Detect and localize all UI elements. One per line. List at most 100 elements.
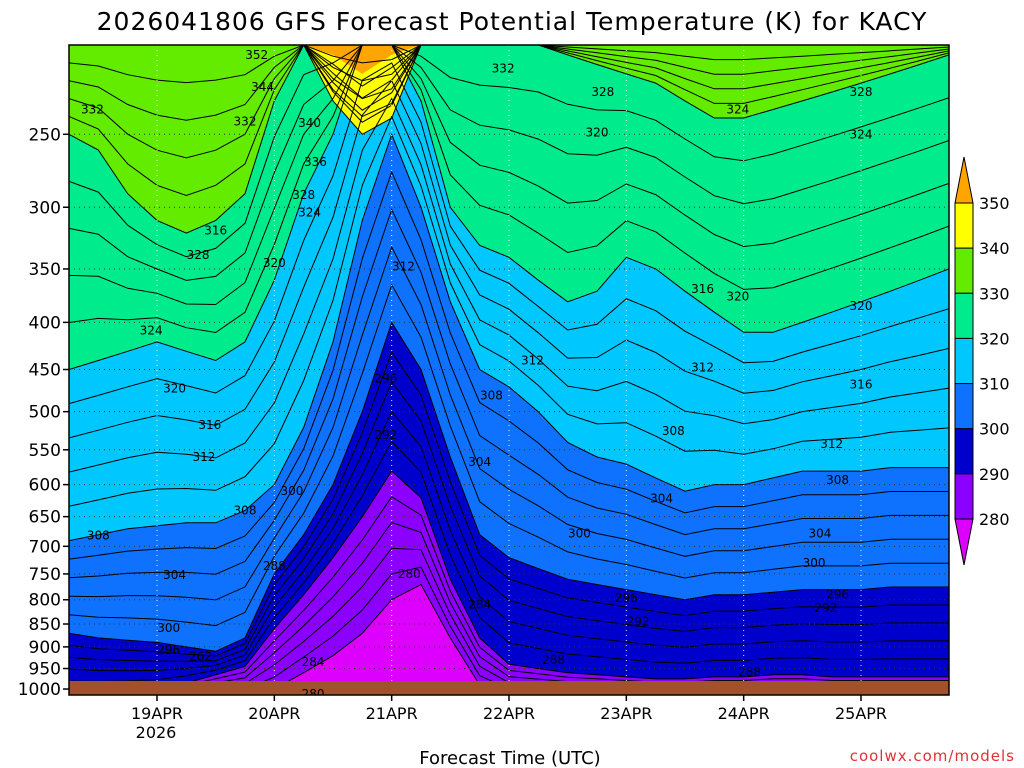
contour-label: 262 [189,650,212,664]
y-tick-label: 650 [29,508,61,528]
contour-label: 292 [627,615,650,629]
colorbar-segment [954,337,974,385]
y-tick-label: 250 [29,125,61,145]
x-year-label: 2026 [136,723,177,742]
contour-label: 312 [691,361,714,375]
y-tick-label: 550 [29,441,61,461]
colorbar-arrow-bottom [954,518,974,566]
contour-label: 312 [392,260,415,274]
contour-label: 344 [251,80,274,94]
contour-label: 304 [808,527,831,541]
y-tick-label: 700 [29,537,61,557]
contour-line [69,45,949,159]
contour-line [69,79,949,439]
x-tick-label: 24APR [718,704,770,723]
colorbar-segment [954,247,974,294]
contour-label: 332 [81,103,104,117]
contour-line [69,62,949,405]
y-tick-label: 850 [29,615,61,635]
contour-label: 324 [298,206,321,220]
y-tick-label: 400 [29,313,61,333]
contour-label: 312 [820,437,843,451]
contour-line [69,410,949,672]
colorbar-segment [954,383,974,430]
colorbar-segment [954,473,974,520]
contour-label: 312 [192,450,215,464]
contour-label: 328 [187,248,210,262]
contour-label: 328 [591,85,614,99]
contour-label: 320 [263,256,286,270]
y-tick-label: 600 [29,476,61,496]
contour-label: 320 [726,290,749,304]
contour-line [69,45,949,258]
x-tick-label: 22APR [483,704,535,723]
contour-label: 300 [157,621,180,635]
contour-label: 312 [521,354,544,368]
contour-label: 284 [302,655,325,669]
colorbar-label: 330 [979,284,1010,303]
contour-label: 308 [826,473,849,487]
contour-label: 296 [374,371,397,385]
colorbar-label: 340 [979,239,1010,258]
contour-label: 336 [304,155,327,169]
contour-label: 316 [204,224,227,238]
contour-label: 292 [814,601,837,615]
band-above-330 [69,45,949,234]
contour-label: 296 [826,588,849,602]
contour-label: 296 [615,591,638,605]
y-tick-label: 350 [29,260,61,280]
contour-label: 304 [650,491,673,505]
contour-line [69,45,949,370]
chart-title: 2026041806 GFS Forecast Potential Temper… [97,7,928,36]
credit-text: coolwx.com/models [850,747,1015,765]
colorbar-label: 310 [979,375,1010,394]
contour-label: 324 [140,323,163,337]
x-axis-label: Forecast Time (UTC) [419,748,600,768]
contour-label: 288 [738,665,761,679]
pressure-axis: 250 300 350 400 450 500 550 600 650 700 750 800 850 9… [18,125,69,700]
colorbar-arrow-top [954,156,974,204]
contour-label: 320 [586,126,609,140]
contour-label: 304 [468,455,491,469]
contour-label: 332 [234,114,257,128]
contour-line [69,132,949,542]
contour-label: 296 [157,643,180,657]
ground-surface [69,681,949,695]
x-tick-label: 23APR [600,704,652,723]
colorbar-segment [954,292,974,339]
y-tick-label: 300 [29,198,61,218]
contour-line [69,440,949,682]
contour-label: 292 [374,428,397,442]
contour-label: 328 [292,188,315,202]
x-tick-label: 19APR [131,704,183,723]
contour-label: 308 [87,528,110,542]
contour-label: 300 [803,556,826,570]
y-tick-label: 900 [29,638,61,658]
contour-label: 320 [163,382,186,396]
x-tick-label: 25APR [835,704,887,723]
contour-line [69,283,949,627]
contour-line [69,45,949,234]
contour-label: 324 [726,103,749,117]
y-tick-label: 800 [29,591,61,611]
contour-label: 304 [163,568,186,582]
contour-label: 316 [691,282,714,296]
contour-label: 288 [542,653,565,667]
contour-labels: 352 344 332 340 336 328 324 332 328 324 328 324 320 3… [81,48,873,695]
y-tick-label: 1000 [18,680,61,700]
grid-lines [69,45,949,695]
y-tick-label: 950 [29,660,61,680]
contour-label: 316 [198,418,221,432]
colorbar-segment [954,428,974,475]
contour-label: 300 [280,484,303,498]
colorbar-segment [954,202,974,249]
y-tick-label: 450 [29,361,61,381]
contour-line [69,45,949,334]
colorbar: 350 340 330 320 310 300 290 280 [954,156,1010,566]
contour-line [69,45,949,197]
colorbar-label: 290 [979,465,1010,484]
contour-line [69,45,949,281]
y-tick-label: 750 [29,565,61,585]
contour-label: 324 [850,127,873,141]
